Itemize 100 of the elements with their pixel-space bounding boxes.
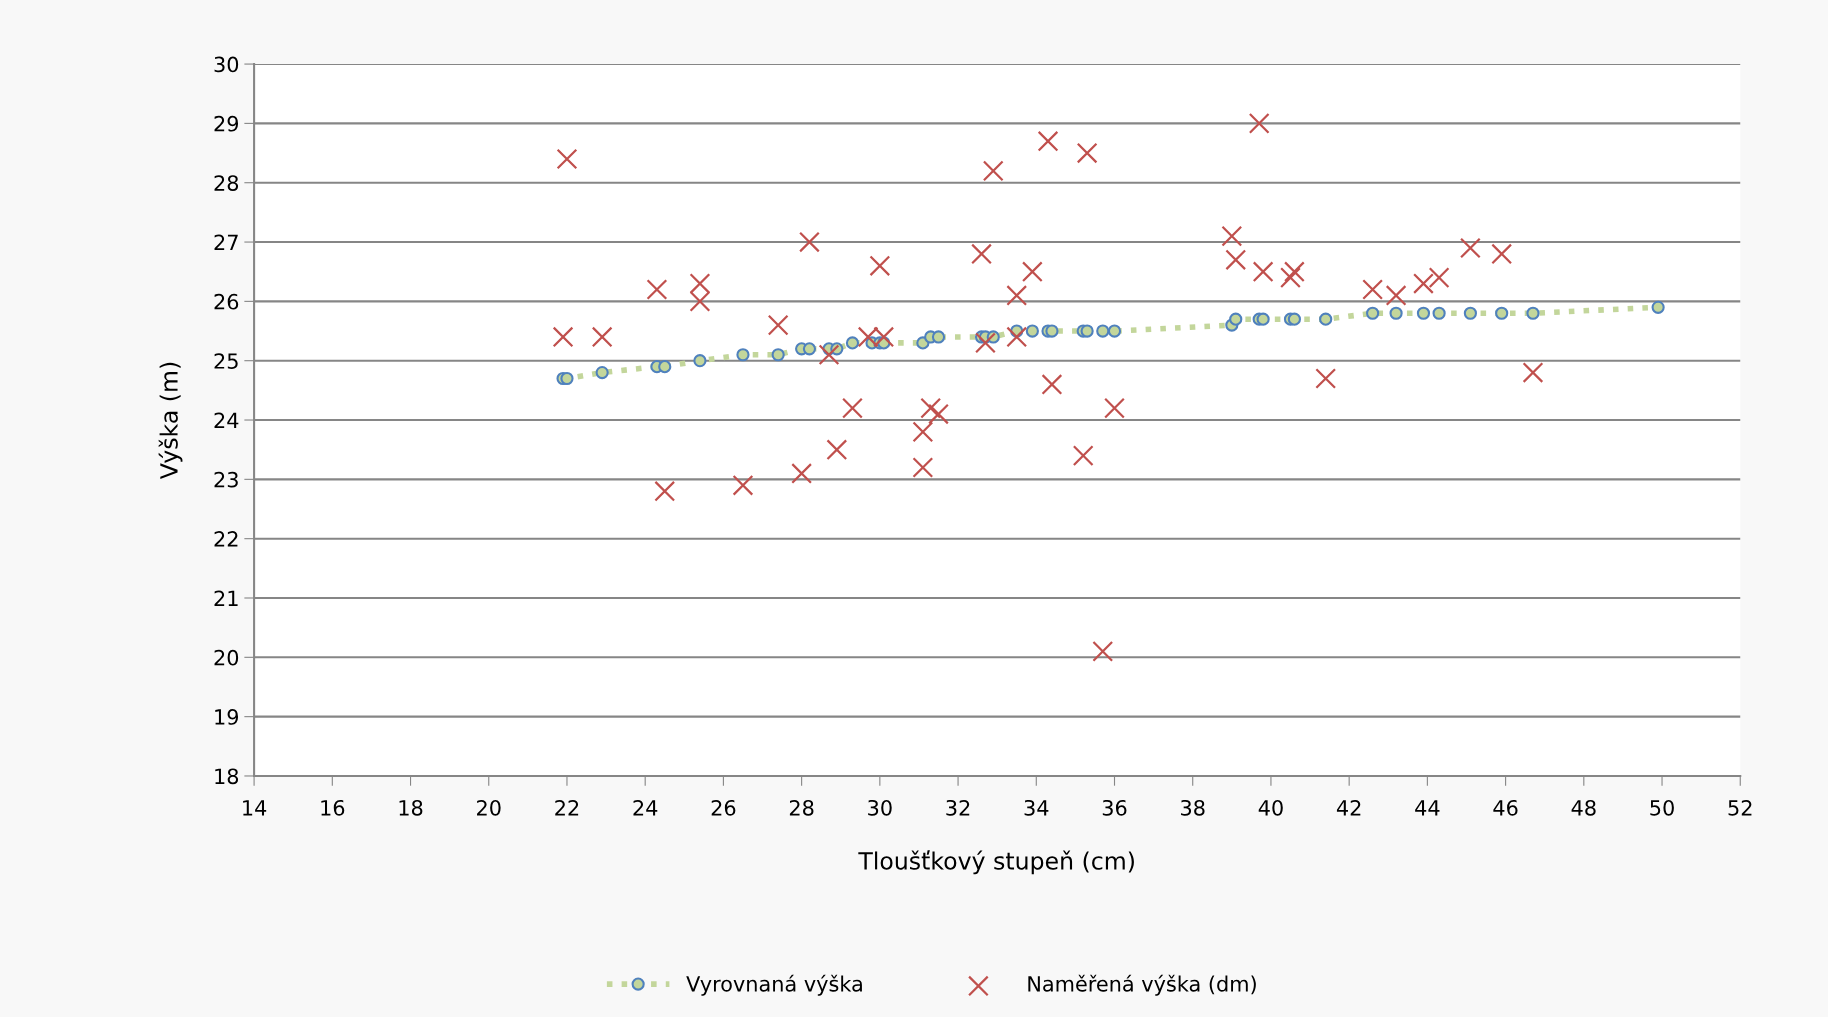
point: [799, 231, 820, 253]
y-tick-label: 21: [214, 590, 238, 606]
x-tick-label: 50: [1650, 799, 1674, 816]
y-tick-label: 19: [215, 709, 239, 725]
point: [1037, 130, 1059, 152]
x-tick-label: 14: [243, 800, 267, 816]
point: [1366, 306, 1380, 320]
point: [1025, 324, 1039, 338]
point: [912, 457, 934, 478]
x-tick-label: 34: [1024, 799, 1049, 816]
y-tick-label: 23: [214, 471, 238, 488]
point: [658, 360, 672, 374]
point: [975, 332, 996, 354]
point: [736, 348, 750, 362]
y-tick-label: 24: [214, 412, 239, 428]
point: [1283, 261, 1305, 283]
point: [1225, 249, 1247, 271]
point: [928, 403, 949, 425]
point: [595, 365, 609, 380]
point: [1045, 324, 1059, 338]
point: [845, 336, 860, 350]
point: [646, 279, 668, 300]
x-tick-label: 48: [1571, 799, 1596, 816]
legend-label: Naměřená výška (dm): [1028, 974, 1256, 996]
x-tick-label: 32: [946, 799, 970, 816]
point: [1006, 285, 1028, 306]
point: [1076, 142, 1098, 164]
point: [693, 354, 707, 368]
x-tick-label: 30: [868, 799, 892, 816]
point: [1416, 306, 1431, 320]
point: [689, 290, 711, 312]
point: [1006, 326, 1028, 348]
point: [1021, 261, 1043, 283]
legend-label: Vyrovnaná výška: [686, 974, 862, 996]
x-axis-title: Tloušťkový stupeň (cm): [858, 850, 1134, 875]
point: [654, 480, 676, 502]
y-tick-label: 26: [214, 293, 239, 310]
point: [689, 273, 711, 294]
point: [1428, 267, 1450, 289]
point: [1385, 285, 1407, 306]
y-tick-label: 25: [214, 353, 238, 369]
point: [920, 397, 942, 419]
point: [1072, 445, 1094, 467]
y-tick-label: 20: [214, 649, 239, 666]
point: [1248, 112, 1270, 134]
point: [1229, 312, 1243, 326]
point: [1432, 306, 1446, 320]
point: [1491, 243, 1513, 265]
y-tick-label: 22: [214, 531, 238, 547]
point: [732, 474, 754, 496]
point: [591, 326, 613, 348]
point: [560, 371, 574, 386]
point: [1280, 267, 1301, 289]
point: [1495, 306, 1509, 320]
point: [552, 326, 574, 348]
point: [869, 255, 891, 277]
x-tick-label: 20: [477, 799, 501, 816]
y-tick-label: 28: [214, 175, 239, 191]
point: [1096, 324, 1110, 338]
point: [1104, 397, 1125, 419]
point: [767, 314, 789, 336]
point: [556, 148, 578, 170]
x-tick-label: 42: [1336, 799, 1361, 816]
point: [1389, 306, 1403, 320]
point: [842, 397, 863, 419]
x-tick-label: 38: [1181, 799, 1205, 816]
point: [1362, 279, 1384, 300]
x-tick-label: 40: [1258, 799, 1283, 816]
point: [982, 160, 1004, 182]
point: [1107, 324, 1122, 338]
point: [1413, 273, 1434, 294]
x-tick-label: 28: [789, 799, 814, 816]
x-tick-label: 26: [711, 799, 736, 816]
point: [1526, 306, 1540, 320]
x-tick-label: 36: [1102, 799, 1127, 816]
point: [791, 462, 813, 484]
point: [1080, 324, 1094, 338]
point: [818, 344, 840, 366]
x-tick-label: 46: [1493, 799, 1518, 816]
point: [1256, 312, 1270, 326]
point: [1522, 362, 1544, 383]
point: [931, 330, 946, 344]
y-tick-label: 18: [215, 768, 239, 785]
point: [1319, 312, 1333, 326]
point: [1092, 640, 1114, 662]
y-axis-title: Výška (m): [158, 362, 183, 480]
point: [1252, 261, 1274, 283]
point: [1651, 300, 1665, 314]
x-tick-label: 18: [399, 799, 423, 816]
point: [1041, 374, 1063, 395]
x-tick-label: 24: [633, 799, 658, 816]
y-tick-label: 30: [214, 56, 239, 73]
point: [971, 243, 992, 265]
x-tick-label: 44: [1415, 800, 1440, 816]
point: [912, 421, 934, 443]
x-tick-label: 52: [1728, 799, 1752, 816]
point: [1287, 312, 1301, 326]
point: [1459, 237, 1481, 259]
x-tick-label: 16: [321, 799, 345, 816]
y-tick-label: 27: [214, 234, 238, 250]
